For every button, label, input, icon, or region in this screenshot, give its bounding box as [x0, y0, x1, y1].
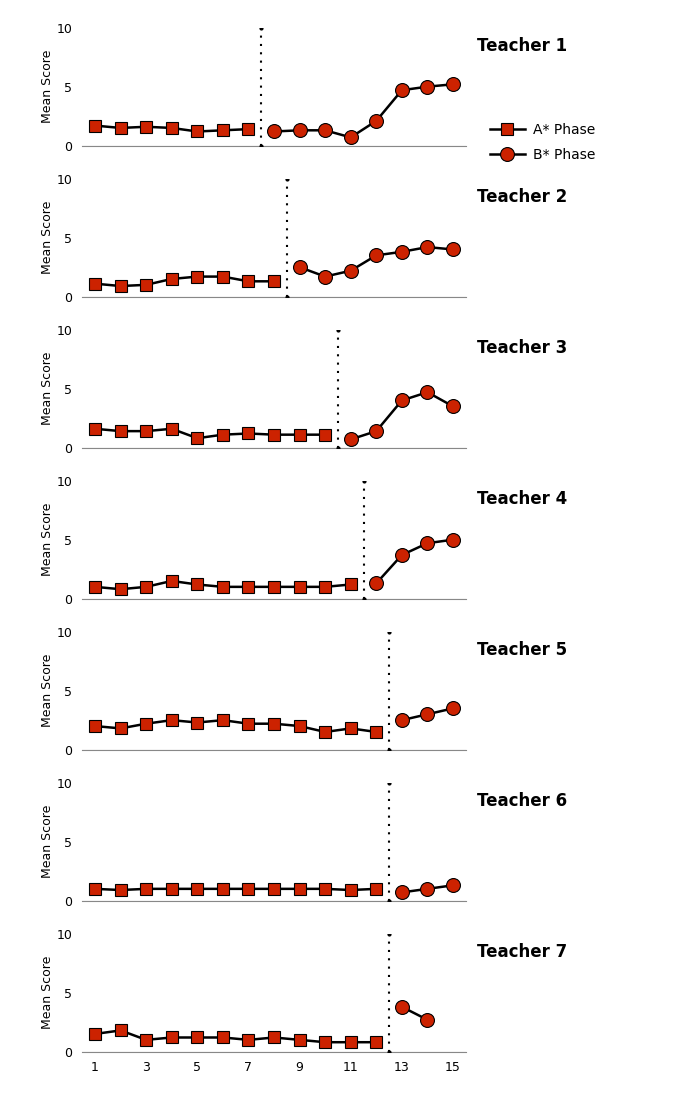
Text: Teacher 4: Teacher 4 [477, 490, 568, 508]
Y-axis label: Mean Score: Mean Score [41, 201, 54, 275]
Y-axis label: Mean Score: Mean Score [41, 654, 54, 727]
Text: Teacher 5: Teacher 5 [477, 641, 567, 659]
Text: Teacher 1: Teacher 1 [477, 38, 567, 55]
Y-axis label: Mean Score: Mean Score [41, 805, 54, 878]
Text: Teacher 3: Teacher 3 [477, 339, 568, 358]
Legend: A* Phase, B* Phase: A* Phase, B* Phase [484, 117, 601, 167]
Y-axis label: Mean Score: Mean Score [41, 503, 54, 577]
Text: Teacher 7: Teacher 7 [477, 943, 568, 961]
Y-axis label: Mean Score: Mean Score [41, 352, 54, 425]
Y-axis label: Mean Score: Mean Score [41, 50, 54, 123]
Text: Teacher 6: Teacher 6 [477, 793, 567, 810]
Text: Teacher 2: Teacher 2 [477, 188, 568, 206]
Y-axis label: Mean Score: Mean Score [41, 956, 54, 1030]
